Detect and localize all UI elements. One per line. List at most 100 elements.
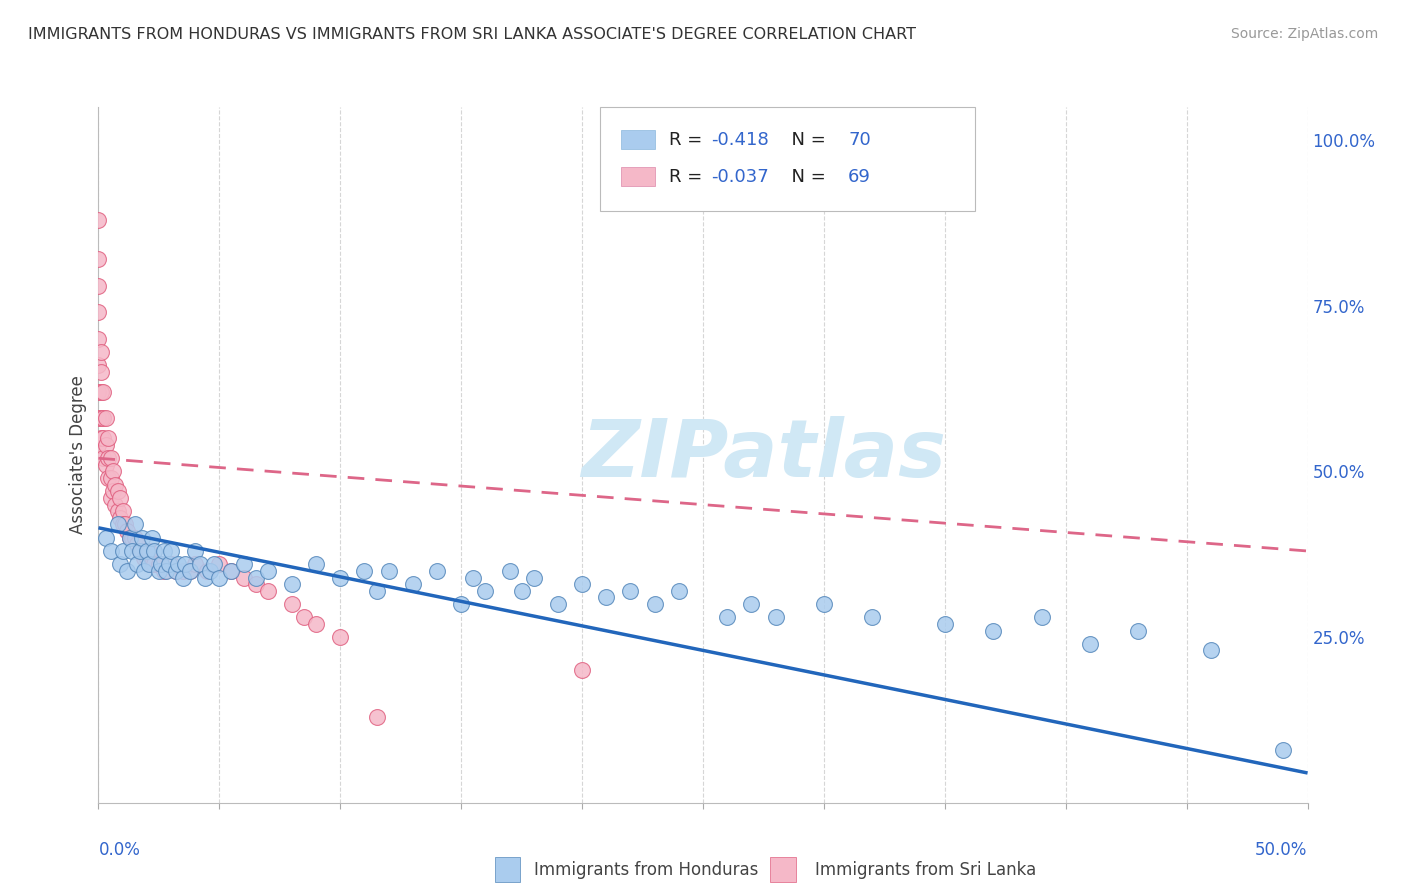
Point [143,544,166,558]
Point [108,511,131,525]
Point [91,431,114,445]
Point [167,558,190,572]
Point [402,577,425,591]
FancyBboxPatch shape [770,857,796,882]
Point [100,471,122,485]
Point [204,558,226,572]
Point [208,570,231,584]
Point [981,624,1004,638]
Point [94,531,117,545]
Point [232,570,254,584]
Point [305,558,328,572]
Point [134,550,156,565]
Point [148,558,170,572]
Point [860,610,883,624]
Point [179,564,201,578]
Point [934,616,956,631]
Point [124,531,146,545]
Point [668,583,690,598]
Point [141,531,163,545]
Point [571,663,593,677]
Point [108,491,131,505]
Point [97,451,120,466]
Point [127,558,149,572]
Point [245,577,267,591]
Text: -0.037: -0.037 [711,168,769,186]
Point [117,524,139,538]
Point [474,583,496,598]
Point [547,597,569,611]
Point [160,544,183,558]
Point [1128,624,1150,638]
Point [134,564,156,578]
Point [221,564,243,578]
Point [111,544,134,558]
Point [135,544,157,558]
Point [152,564,174,578]
Point [94,438,117,452]
Point [305,616,328,631]
Point [87,411,110,425]
Point [184,544,207,558]
Text: 69: 69 [848,168,870,186]
Point [118,531,141,545]
Point [292,610,315,624]
Point [87,305,110,319]
Text: ZIPatlas: ZIPatlas [581,416,946,494]
FancyBboxPatch shape [600,107,976,211]
Point [256,583,278,598]
Point [117,564,139,578]
Point [107,504,129,518]
Point [450,597,472,611]
Point [160,558,183,572]
FancyBboxPatch shape [621,167,655,186]
Point [90,365,112,379]
Point [91,451,114,466]
Point [172,564,194,578]
Point [124,517,146,532]
Point [87,279,110,293]
Text: R =: R = [669,131,709,149]
Point [101,465,124,479]
Point [595,591,617,605]
Point [208,558,231,572]
Point [97,471,120,485]
Point [90,431,112,445]
Point [91,411,114,425]
Point [97,431,120,445]
Point [100,491,122,505]
Point [155,564,177,578]
Point [221,564,243,578]
Point [101,484,124,499]
Point [152,544,174,558]
FancyBboxPatch shape [495,857,520,882]
Point [100,451,122,466]
Point [644,597,666,611]
Point [87,332,110,346]
Point [157,558,180,572]
Point [1272,743,1295,757]
Point [111,517,134,532]
Point [121,531,143,545]
Point [281,577,304,591]
Point [716,610,738,624]
Text: 0.0%: 0.0% [98,841,141,859]
Point [195,564,218,578]
Point [131,544,153,558]
Point [740,597,762,611]
Text: Immigrants from Sri Lanka: Immigrants from Sri Lanka [815,861,1036,879]
Point [100,544,122,558]
Point [94,411,117,425]
Point [366,583,388,598]
Point [571,577,593,591]
Point [87,359,110,373]
Text: R =: R = [669,168,709,186]
Text: N =: N = [780,168,832,186]
Point [87,212,110,227]
Point [329,630,352,644]
Y-axis label: Associate's Degree: Associate's Degree [69,376,87,534]
Point [143,558,166,572]
Point [188,558,211,572]
Point [463,570,485,584]
Point [1199,643,1222,657]
